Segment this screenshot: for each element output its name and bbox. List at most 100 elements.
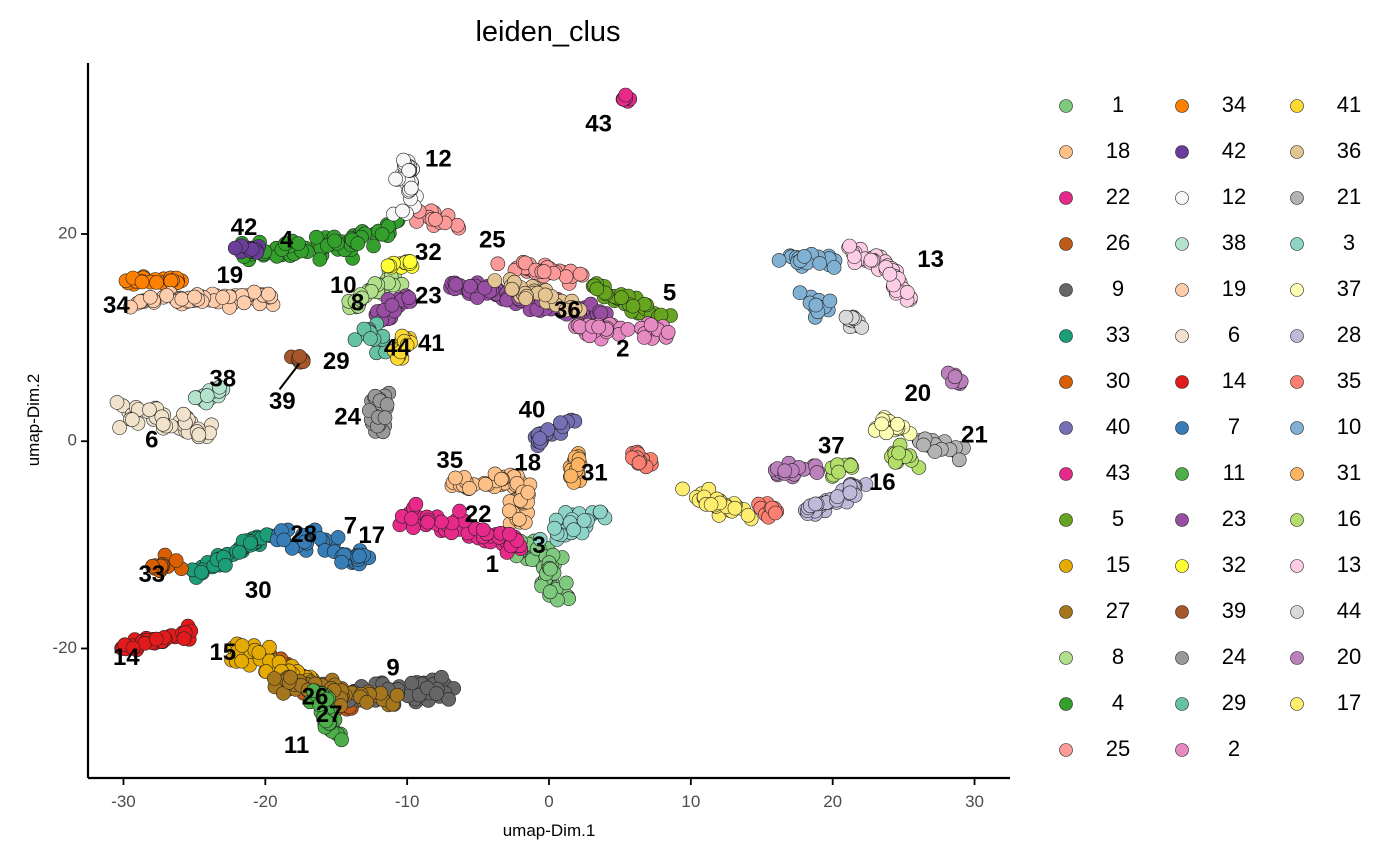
- legend-item-5: 5: [1059, 506, 1124, 531]
- cluster-33-points: [185, 527, 278, 585]
- cluster-17-points: [675, 481, 759, 527]
- legend-swatch: [1175, 605, 1189, 619]
- points-layer: [109, 87, 971, 748]
- legend-label: 27: [1106, 598, 1130, 623]
- legend-item-44: 44: [1290, 598, 1361, 623]
- legend-item-21: 21: [1290, 184, 1361, 209]
- data-point: [463, 278, 478, 294]
- cluster-35-points: [625, 444, 785, 525]
- cluster-label-17: 17: [358, 522, 385, 549]
- x-tick-label: -20: [253, 792, 278, 811]
- data-point: [808, 297, 824, 313]
- data-point: [389, 687, 405, 703]
- cluster-32-points: [380, 254, 420, 275]
- legend-label: 32: [1222, 552, 1246, 577]
- data-point: [740, 507, 756, 523]
- cluster-label-21: 21: [961, 421, 988, 448]
- legend-label: 21: [1337, 184, 1361, 209]
- cluster-label-31: 31: [581, 460, 608, 487]
- data-point: [566, 522, 581, 538]
- cluster-label-23: 23: [415, 283, 442, 310]
- data-point: [236, 295, 252, 311]
- legend-label: 34: [1222, 92, 1246, 117]
- data-point: [631, 455, 647, 471]
- legend-label: 31: [1337, 460, 1361, 485]
- data-point: [334, 554, 349, 570]
- legend-label: 30: [1106, 368, 1130, 393]
- data-point: [402, 254, 418, 269]
- legend-swatch: [1290, 605, 1304, 619]
- legend-item-23: 23: [1175, 506, 1246, 531]
- data-point: [643, 317, 659, 333]
- data-point: [589, 281, 605, 297]
- data-point: [290, 236, 306, 251]
- cluster-41-points: [386, 328, 418, 366]
- data-point: [420, 514, 436, 530]
- data-point: [318, 713, 334, 729]
- legend-label: 40: [1106, 414, 1130, 439]
- data-point: [403, 180, 419, 196]
- legend-item-38: 38: [1175, 230, 1246, 255]
- data-point: [511, 511, 527, 527]
- legend-swatch: [1290, 283, 1304, 297]
- legend-item-4: 4: [1059, 690, 1124, 715]
- data-point: [429, 686, 444, 701]
- legend-label: 5: [1112, 506, 1124, 531]
- legend-item-3: 3: [1290, 230, 1355, 255]
- data-point: [351, 548, 367, 564]
- cluster-7-points: [269, 522, 377, 572]
- data-point: [831, 464, 846, 480]
- cluster-label-10: 10: [330, 272, 357, 299]
- data-point: [350, 236, 366, 251]
- legend-swatch: [1175, 421, 1189, 435]
- data-point: [363, 331, 378, 346]
- legend-item-11: 11: [1175, 460, 1245, 485]
- legend-swatch: [1059, 375, 1073, 389]
- legend-swatch: [1059, 421, 1073, 435]
- data-point: [504, 281, 520, 297]
- legend-item-12: 12: [1175, 184, 1246, 209]
- legend-item-18: 18: [1059, 138, 1130, 163]
- legend-swatch: [1175, 651, 1189, 665]
- legend-swatch: [1290, 651, 1304, 665]
- legend-label: 28: [1337, 322, 1361, 347]
- data-point: [319, 691, 335, 707]
- data-point: [227, 240, 243, 256]
- legend-label: 12: [1222, 184, 1246, 209]
- legend-item-6: 6: [1175, 322, 1240, 347]
- cluster-label-39: 39: [269, 388, 296, 415]
- legend-item-30: 30: [1059, 368, 1130, 393]
- data-point: [570, 457, 586, 473]
- data-point: [215, 290, 230, 305]
- legend-label: 3: [1343, 230, 1355, 255]
- data-point: [830, 489, 845, 505]
- data-point: [145, 558, 160, 574]
- cluster-label-22: 22: [465, 501, 492, 528]
- legend-item-32: 32: [1175, 552, 1246, 577]
- cluster-label-3: 3: [532, 532, 545, 559]
- data-point: [212, 379, 227, 395]
- data-point: [517, 255, 533, 271]
- data-point: [487, 273, 503, 288]
- cluster-12-points: [386, 152, 424, 222]
- data-point: [927, 444, 943, 459]
- cluster-label-27: 27: [316, 701, 343, 728]
- legend-label: 17: [1337, 690, 1361, 715]
- legend-label: 15: [1106, 552, 1130, 577]
- legend-item-34: 34: [1175, 92, 1246, 117]
- data-point: [243, 535, 258, 551]
- data-point: [899, 285, 915, 300]
- cluster-label-8: 8: [351, 290, 364, 317]
- data-point: [660, 324, 676, 340]
- cluster-label-32: 32: [415, 239, 442, 266]
- data-point: [191, 427, 207, 443]
- cluster-label-7: 7: [344, 513, 357, 540]
- label-leader-line: [278, 362, 301, 391]
- data-point: [379, 397, 395, 412]
- cluster-10-points: [771, 247, 843, 325]
- data-point: [155, 416, 171, 432]
- data-point: [441, 691, 457, 707]
- data-point: [246, 284, 262, 300]
- data-point: [148, 631, 164, 647]
